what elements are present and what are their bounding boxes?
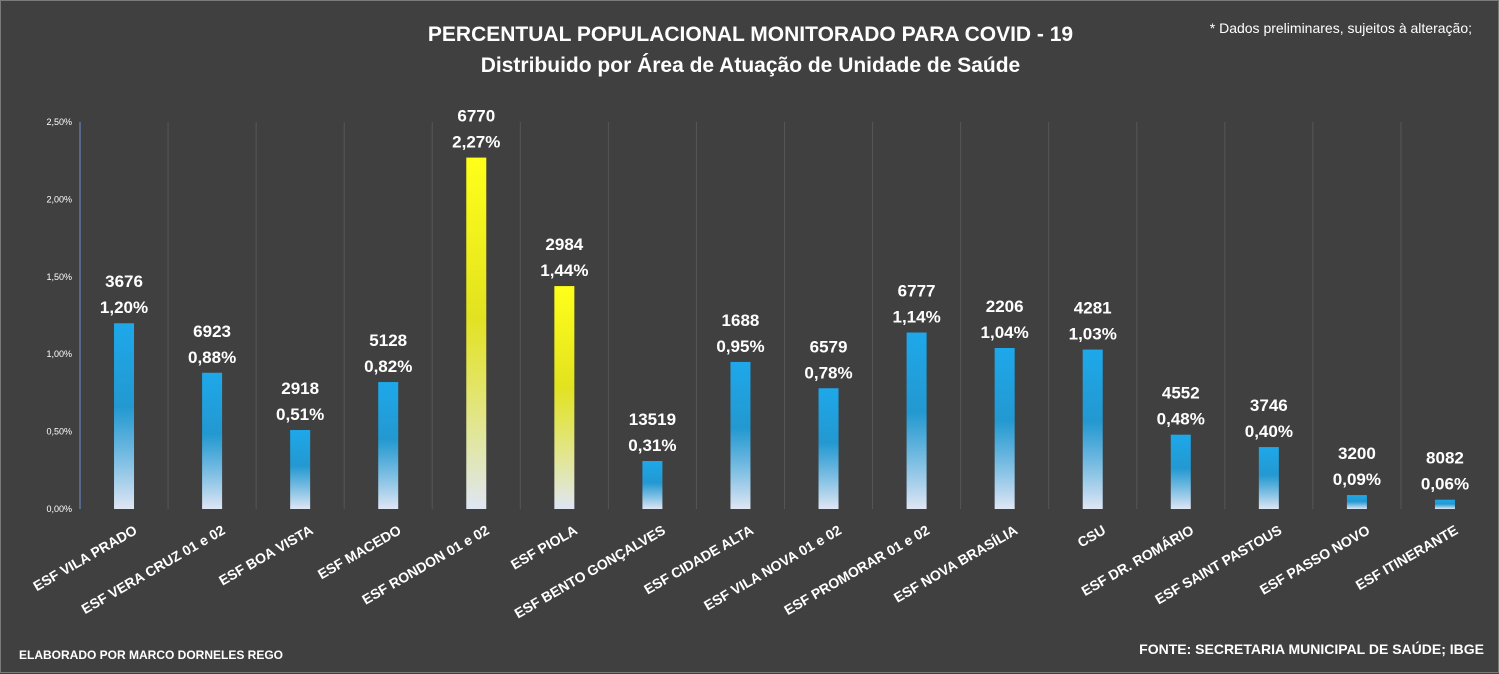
data-label-count: 8082 (1426, 449, 1464, 468)
y-tick-label: 2,50% (46, 117, 72, 127)
data-label-count: 3200 (1338, 444, 1376, 463)
data-label-count: 4552 (1162, 384, 1200, 403)
bar (554, 286, 575, 509)
bar (994, 348, 1015, 509)
bar (906, 332, 927, 509)
bar (378, 382, 399, 509)
x-tick-label: ESF BOA VISTA (216, 522, 316, 589)
data-label-percent: 1,04% (981, 323, 1029, 342)
data-label-count: 3676 (105, 272, 143, 291)
data-label-count: 6770 (457, 107, 495, 126)
bar (818, 388, 839, 509)
data-label-count: 5128 (369, 331, 407, 350)
data-label-percent: 0,51% (276, 405, 324, 424)
data-label-count: 4281 (1074, 299, 1112, 318)
data-label-percent: 1,20% (100, 298, 148, 317)
x-tick-label: CSU (1075, 522, 1109, 551)
bar (642, 461, 663, 509)
data-label-percent: 1,14% (892, 308, 940, 327)
x-tick-label: ESF MACEDO (315, 522, 404, 583)
data-label-percent: 0,31% (628, 436, 676, 455)
data-source: FONTE: SECRETARIA MUNICIPAL DE SAÚDE; IB… (1139, 641, 1484, 657)
data-label-count: 6923 (193, 322, 231, 341)
data-label-count: 2918 (281, 379, 319, 398)
data-label-percent: 2,27% (452, 133, 500, 152)
data-label-count: 3746 (1250, 396, 1288, 415)
bar (290, 430, 311, 509)
data-label-percent: 0,95% (716, 337, 764, 356)
author-credit: ELABORADO POR MARCO DORNELES REGO (19, 648, 284, 662)
data-label-percent: 0,09% (1333, 470, 1381, 489)
data-label-count: 6777 (898, 282, 936, 301)
y-tick-label: 1,50% (46, 272, 72, 282)
x-tick-label: ESF PROMORAR 01 e 02 (781, 522, 932, 618)
y-tick-label: 0,00% (46, 504, 72, 514)
y-tick-label: 2,00% (46, 194, 72, 204)
chart-subtitle: Distribuido por Área de Atuação de Unida… (480, 54, 1021, 77)
data-label-percent: 0,06% (1421, 475, 1469, 494)
bar (114, 323, 135, 509)
x-tick-label: ESF BENTO GONÇALVES (511, 522, 667, 622)
y-tick-label: 1,00% (46, 349, 72, 359)
x-tick-label: ESF PIOLA (508, 522, 580, 573)
data-label-percent: 0,48% (1157, 410, 1205, 429)
data-label-percent: 1,44% (540, 261, 588, 280)
data-label-count: 13519 (629, 410, 676, 429)
data-label-count: 1688 (722, 311, 760, 330)
preliminary-note: * Dados preliminares, sujeitos à alteraç… (1209, 20, 1472, 36)
data-label-count: 6579 (810, 337, 848, 356)
bar (1170, 434, 1191, 509)
data-label-count: 2984 (545, 235, 583, 254)
data-label-percent: 0,78% (804, 363, 852, 382)
bar (1258, 447, 1279, 509)
bar (466, 157, 487, 509)
bar (1082, 349, 1103, 509)
data-label-percent: 0,40% (1245, 422, 1293, 441)
bar (1434, 499, 1455, 509)
bar (202, 372, 223, 509)
chart-title: PERCENTUAL POPULACIONAL MONITORADO PARA … (427, 23, 1074, 46)
data-label-percent: 1,03% (1069, 325, 1117, 344)
bar (730, 361, 751, 509)
data-label-percent: 0,88% (188, 348, 236, 367)
y-tick-label: 0,50% (46, 427, 72, 437)
bar (1346, 495, 1367, 509)
x-tick-label: ESF VERA CRUZ 01 e 02 (79, 522, 228, 617)
data-label-percent: 0,82% (364, 357, 412, 376)
data-label-count: 2206 (986, 297, 1024, 316)
